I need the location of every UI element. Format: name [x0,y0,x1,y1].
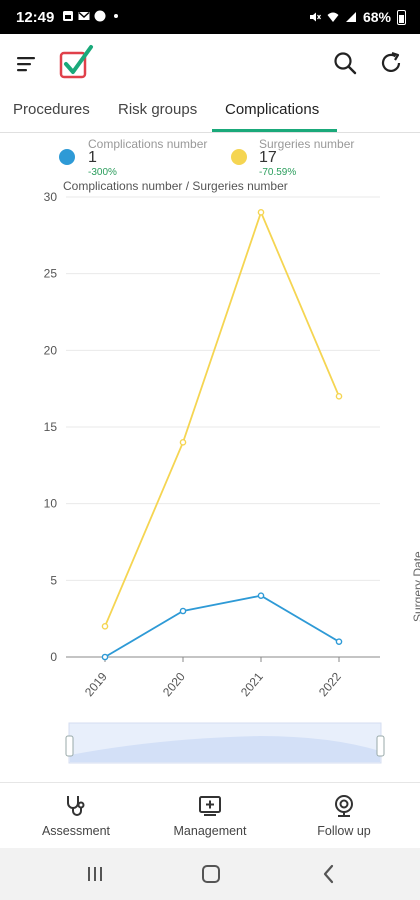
x-tick-label: 2021 [238,669,266,699]
tab-bar: Procedures Risk groups Complications [0,94,420,133]
active-tab-indicator [212,129,337,132]
circle-app-icon [94,10,106,22]
y-tick-label: 15 [44,420,58,434]
legend-change-surgeries: -70.59% [259,167,297,178]
legend-name-complications: Complications number [88,137,208,151]
data-point [101,623,109,630]
zoom-handle-right[interactable] [376,735,385,757]
data-zoom-slider[interactable] [65,722,385,764]
webcam-icon [335,795,353,817]
x-axis-title: Surgery Date [411,551,420,622]
signal-icon [345,12,356,22]
dot-icon [114,14,118,18]
app-bar [0,34,420,94]
y-tick-label: 25 [44,267,58,281]
wifi-icon [327,12,339,22]
system-status: 68% [309,9,406,25]
status-bar: 12:49 68% [0,0,420,34]
legend-dot-complications [59,149,75,165]
notification-icons [62,10,122,22]
chart-title: Complications number / Surgeries number [63,179,288,193]
x-tick-label: 2019 [82,669,110,699]
y-tick-label: 30 [44,190,58,204]
search-icon[interactable] [332,50,358,76]
monitor-plus-icon [199,796,221,816]
data-point [257,209,265,216]
line-chart: 0 5 10 15 20 25 30 2019 2020 2021 2022 Surgery Dat… [44,190,420,764]
tab-risk-groups[interactable]: Risk groups [118,101,198,118]
data-point [335,638,343,645]
zoom-preview-shape [70,736,380,762]
mute-icon [309,12,321,22]
back-icon[interactable] [316,861,342,887]
tab-procedures[interactable]: Procedures [13,101,90,118]
gmail-icon [78,11,90,20]
battery-icon [397,9,406,25]
series-line-complications [104,594,340,658]
y-tick-label: 0 [50,650,57,664]
legend-name-surgeries: Surgeries number [259,137,355,151]
recents-icon[interactable] [82,861,108,887]
y-tick-label: 20 [44,343,58,357]
nav-label-follow-up: Follow up [317,824,371,838]
bottom-navigation: Assessment Management Follow up [0,782,420,849]
legend-value-surgeries: 17 [259,149,277,166]
photo-icon [63,11,73,21]
menu-icon[interactable] [14,52,38,76]
data-point [101,653,109,661]
data-point [179,607,187,615]
chart-panel: Complications number 1 -300% Surgeries n… [0,132,420,777]
y-tick-label: 5 [50,573,57,587]
status-time: 12:49 [16,9,55,26]
x-tick-label: 2020 [160,669,188,699]
battery-percent: 68% [362,9,391,25]
nav-label-management: Management [173,824,247,838]
data-point [335,393,343,400]
legend-change-complications: -300% [88,167,117,178]
data-point [179,439,187,446]
legend-dot-surgeries [231,149,247,165]
tab-complications[interactable]: Complications [225,101,320,118]
nav-label-assessment: Assessment [41,824,111,838]
nav-assessment[interactable]: Assessment [21,793,131,838]
x-tick-label: 2022 [316,669,344,699]
data-point [257,592,265,599]
series-line-surgeries [104,209,340,627]
nav-management[interactable]: Management [155,793,265,838]
home-icon[interactable] [198,861,224,887]
legend-value-complications: 1 [88,149,97,166]
y-tick-label: 10 [44,497,58,511]
zoom-handle-left[interactable] [65,735,74,757]
checklist-logo [59,45,93,79]
stethoscope-icon [67,796,85,816]
nav-follow-up[interactable]: Follow up [289,793,399,838]
refresh-icon[interactable] [378,50,404,76]
system-navigation-bar [0,848,420,900]
